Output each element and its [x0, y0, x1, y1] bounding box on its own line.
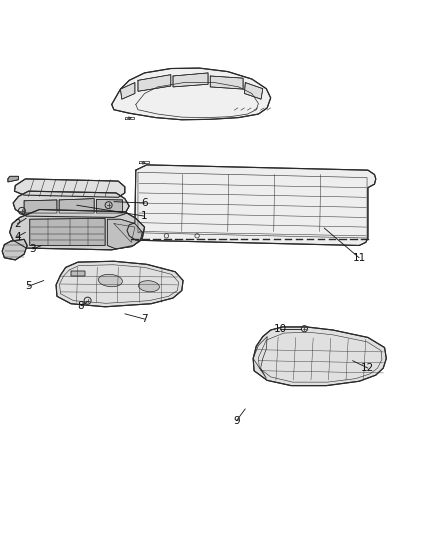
Ellipse shape — [138, 281, 159, 292]
Polygon shape — [112, 68, 271, 120]
Polygon shape — [96, 199, 123, 213]
Polygon shape — [30, 219, 105, 246]
Polygon shape — [59, 199, 94, 213]
Polygon shape — [127, 165, 376, 246]
Ellipse shape — [99, 274, 122, 287]
Polygon shape — [56, 261, 183, 307]
Polygon shape — [8, 176, 18, 182]
Text: 11: 11 — [353, 253, 366, 263]
Text: 4: 4 — [14, 232, 21, 242]
Polygon shape — [210, 76, 243, 89]
Polygon shape — [13, 191, 129, 217]
Text: 8: 8 — [78, 301, 85, 311]
Text: 3: 3 — [29, 244, 36, 254]
Text: 9: 9 — [233, 416, 240, 426]
Text: 1: 1 — [141, 211, 148, 221]
Text: 5: 5 — [25, 281, 32, 291]
Polygon shape — [120, 83, 135, 99]
Polygon shape — [2, 239, 27, 260]
Polygon shape — [173, 73, 208, 87]
Text: 10: 10 — [274, 324, 287, 334]
Text: 6: 6 — [141, 198, 148, 208]
Polygon shape — [71, 271, 85, 276]
Text: 2: 2 — [14, 219, 21, 229]
Polygon shape — [24, 200, 57, 213]
Text: 7: 7 — [141, 314, 148, 324]
Polygon shape — [107, 219, 142, 249]
Polygon shape — [244, 83, 263, 99]
Polygon shape — [10, 209, 145, 250]
Polygon shape — [138, 75, 171, 91]
Polygon shape — [253, 327, 386, 386]
Text: 12: 12 — [361, 363, 374, 373]
Polygon shape — [14, 179, 125, 197]
